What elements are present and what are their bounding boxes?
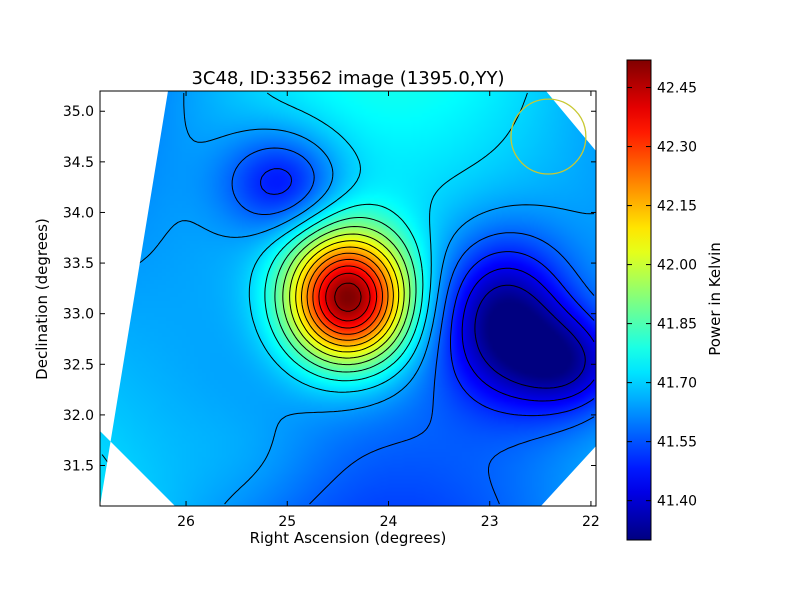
contour-line: [461, 267, 595, 402]
contour-line: [325, 272, 371, 322]
colorbar-tick-label: 42.00: [657, 258, 697, 274]
contour-line: [101, 92, 528, 505]
y-tick-label: 32.5: [63, 357, 94, 373]
colorbar-tick-label: 42.30: [657, 140, 697, 156]
contour-line: [295, 240, 400, 353]
x-tick-label: 26: [177, 514, 195, 530]
y-tick-label: 34.5: [63, 155, 94, 171]
contour-line: [264, 203, 424, 382]
y-tick-label: 34.0: [63, 205, 94, 221]
y-axis: 31.5 32.0 32.5 33.0 33.5 34.0 34.5 35.0: [63, 104, 596, 475]
colorbar-tick-label: 42.45: [657, 81, 697, 97]
y-tick-label: 31.5: [63, 459, 94, 475]
colorbar: 41.40 41.55 41.70 41.85 42.00 42.15 42.30 42.45…: [626, 59, 724, 541]
contour-line: [289, 233, 405, 359]
y-axis-label: Declination (degrees): [33, 218, 51, 380]
x-tick-label: 22: [582, 514, 600, 530]
colorbar-label: Power in Kelvin: [706, 242, 724, 356]
y-tick-label: 32.0: [63, 408, 94, 424]
contour-line: [474, 284, 586, 389]
chart-title: 3C48, ID:33562 image (1395.0,YY): [191, 68, 504, 89]
x-tick-label: 24: [380, 514, 398, 530]
colorbar-tick-label: 41.85: [657, 317, 697, 333]
contour-line: [306, 252, 389, 341]
colorbar-ticks: 41.40 41.55 41.70 41.85 42.00 42.15 42.30 42.45: [627, 81, 697, 510]
contour-line: [101, 93, 595, 505]
colorbar-tick-label: 41.55: [657, 435, 697, 451]
colorbar-tick-label: 41.40: [657, 494, 697, 510]
x-axis-label: Right Ascension (degrees): [250, 529, 447, 547]
beam-circle: [510, 98, 587, 175]
contour-lines: [101, 92, 595, 505]
y-tick-label: 33.0: [63, 307, 94, 323]
x-tick-label: 25: [278, 514, 296, 530]
x-tick-label: 23: [481, 514, 499, 530]
heatmap-image: [100, 91, 596, 506]
y-tick-label: 35.0: [63, 104, 94, 120]
y-tick-label: 33.5: [63, 256, 94, 272]
colorbar-tick-label: 42.15: [657, 199, 697, 215]
contour-line: [274, 217, 417, 373]
contour-line: [282, 226, 411, 366]
contour-line: [301, 246, 394, 347]
x-axis: 26 25 24 23 22: [177, 91, 600, 530]
contour-line: [334, 282, 362, 312]
plot-area: 26 25 24 23 22 31.532.032.533.033.534.034.53…: [63, 90, 600, 530]
contour-line: [312, 258, 383, 335]
contour-line: [318, 265, 378, 329]
plot-frame: [99, 90, 597, 507]
contour-line: [260, 168, 595, 417]
image-mask: [100, 91, 596, 506]
colorbar-gradient: [626, 59, 652, 541]
colorbar-tick-label: 41.70: [657, 376, 697, 392]
